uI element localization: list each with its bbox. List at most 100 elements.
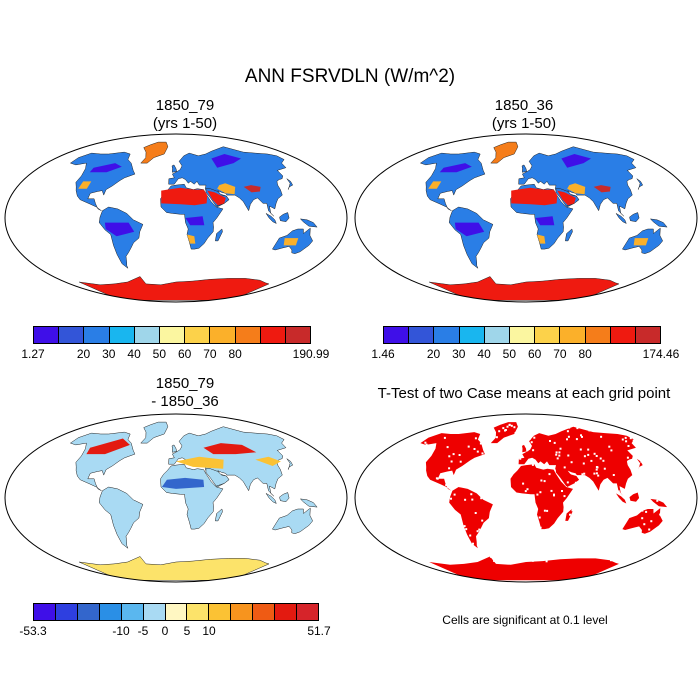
colorbar-swatch: [285, 327, 311, 343]
colorbar-swatch: [275, 604, 298, 620]
panel-1-map: [4, 133, 348, 303]
landmass-antarctica: [78, 276, 270, 301]
china-positive: [255, 456, 281, 466]
landmass-indonesia2: [279, 212, 290, 222]
colorbar-swatch: [165, 604, 188, 620]
australia-interior: [633, 238, 649, 246]
colorbar-tick-label: 30: [102, 347, 116, 361]
panel-1-title-line2: (yrs 1-50): [152, 115, 218, 132]
colorbar-swatch: [484, 327, 510, 343]
colorbar-tick-label: 1.27: [21, 347, 45, 361]
landmass-greenland: [140, 421, 169, 444]
colorbar-tick-label: -5: [137, 624, 149, 638]
colorbar-swatch: [384, 327, 410, 343]
kalahari-region: [537, 234, 546, 244]
landmass-newGuinea: [299, 498, 318, 508]
colorbar-swatch: [210, 327, 236, 343]
panel-3-title-line2: - 1850_36: [151, 393, 219, 410]
colorbar-swatch: [55, 604, 78, 620]
colorbar-tick-label: 40: [477, 347, 491, 361]
mideast-positive: [176, 456, 224, 469]
panel-3-map: [4, 413, 348, 583]
landmass-arabia: [555, 468, 579, 487]
australia-interior: [283, 238, 299, 246]
colorbar-tick-label: 20: [76, 347, 91, 361]
significance-note: Cells are significant at 0.1 level: [442, 613, 608, 627]
landmass-uk: [171, 444, 178, 453]
landmass-greenland: [490, 141, 519, 164]
landmass-australia: [272, 507, 313, 534]
colorbar-tick-label: 70: [553, 347, 567, 361]
sw-us-region: [428, 181, 442, 189]
landmass-antarctica: [429, 556, 619, 581]
colorbar-swatch: [187, 604, 210, 620]
colorbar-tick-label: 80: [228, 347, 242, 361]
colorbar-swatch: [34, 604, 56, 620]
colorbar-swatch: [59, 327, 85, 343]
colorbar-swatch: [159, 327, 186, 343]
colorbar-tick-label: -53.3: [19, 624, 47, 638]
landmass-antarctica: [428, 276, 620, 301]
landmass-newGuinea: [650, 498, 668, 508]
panel-1-title: 1850_79 (yrs 1-50): [20, 97, 350, 133]
landmass-greenland: [140, 141, 169, 164]
iran-region: [567, 183, 586, 195]
landmass-eurasia: [518, 426, 636, 497]
colorbar-swatch: [99, 604, 122, 620]
landmass-japan: [636, 458, 643, 470]
landmass-newGuinea: [649, 218, 668, 228]
panel-2-title-line1: 1850_36: [494, 97, 554, 114]
colorbar-tick-label: 50: [502, 347, 517, 361]
canada-positive: [86, 438, 130, 455]
sahel-negative: [161, 477, 205, 489]
colorbar-tick-label: -10: [112, 624, 130, 638]
map-border: [4, 413, 348, 583]
landmass-antarctica: [78, 556, 270, 581]
colorbar-swatch: [459, 327, 485, 343]
landmass-japan: [286, 458, 294, 470]
panel-3-colorbar: [33, 603, 319, 621]
figure-title: ANN FSRVDLN (W/m^2): [244, 66, 456, 87]
panel-2-colorbar-labels: 1.46 20 30 40 50 60 70 80 174.46: [371, 347, 679, 361]
panel-3-title-line1: 1850_79: [155, 375, 215, 392]
colorbar-swatch: [253, 604, 276, 620]
iran-region: [217, 183, 236, 195]
sahara-region: [161, 187, 208, 206]
landmass-japan: [286, 178, 294, 190]
colorbar-tick-label: 40: [127, 347, 141, 361]
colorbar-swatch: [434, 327, 460, 343]
colorbar-tick-label: 190.99: [292, 347, 330, 361]
colorbar-swatch: [235, 327, 261, 343]
panel-2-title-line2: (yrs 1-50): [491, 115, 557, 132]
colorbar-tick-label: 1.46: [371, 347, 395, 361]
colorbar-swatch: [121, 604, 144, 620]
congo-region: [185, 216, 205, 226]
landmass-southAmerica: [98, 486, 144, 550]
siberia-region: [211, 154, 241, 168]
tibet-region: [243, 185, 261, 193]
landmass-southAmerica: [98, 206, 144, 270]
sw-us-region: [78, 181, 92, 189]
map-border: [354, 133, 698, 303]
panel-2-map: [354, 133, 698, 303]
colorbar-tick-label: 20: [426, 347, 441, 361]
landmass-madagascar: [215, 508, 223, 522]
landmass-indonesia1: [615, 213, 627, 225]
panel-1-title-line1: 1850_79: [155, 97, 215, 114]
congo-region: [535, 216, 555, 226]
panel-1-colorbar-labels: 1.27 20 30 40 50 60 70 80 190.99: [21, 347, 329, 361]
landmass-southAmerica: [448, 206, 494, 270]
landmass-japan: [636, 178, 644, 190]
landmass-arabia: [205, 468, 230, 487]
colorbar-swatch: [77, 604, 100, 620]
landmass-madagascar: [565, 228, 573, 242]
landmass-australia: [622, 508, 663, 534]
colorbar-tick-label: 50: [152, 347, 167, 361]
landmass-indonesia1: [265, 493, 277, 505]
landmass-uk: [171, 164, 178, 173]
landmass-indonesia2: [279, 492, 290, 502]
canada-region: [89, 163, 122, 173]
landmass-indonesia1: [616, 493, 627, 504]
colorbar-tick-label: 174.46: [642, 347, 680, 361]
panel-4-title-line1: T-Test of two Case means at each grid po…: [377, 385, 671, 402]
